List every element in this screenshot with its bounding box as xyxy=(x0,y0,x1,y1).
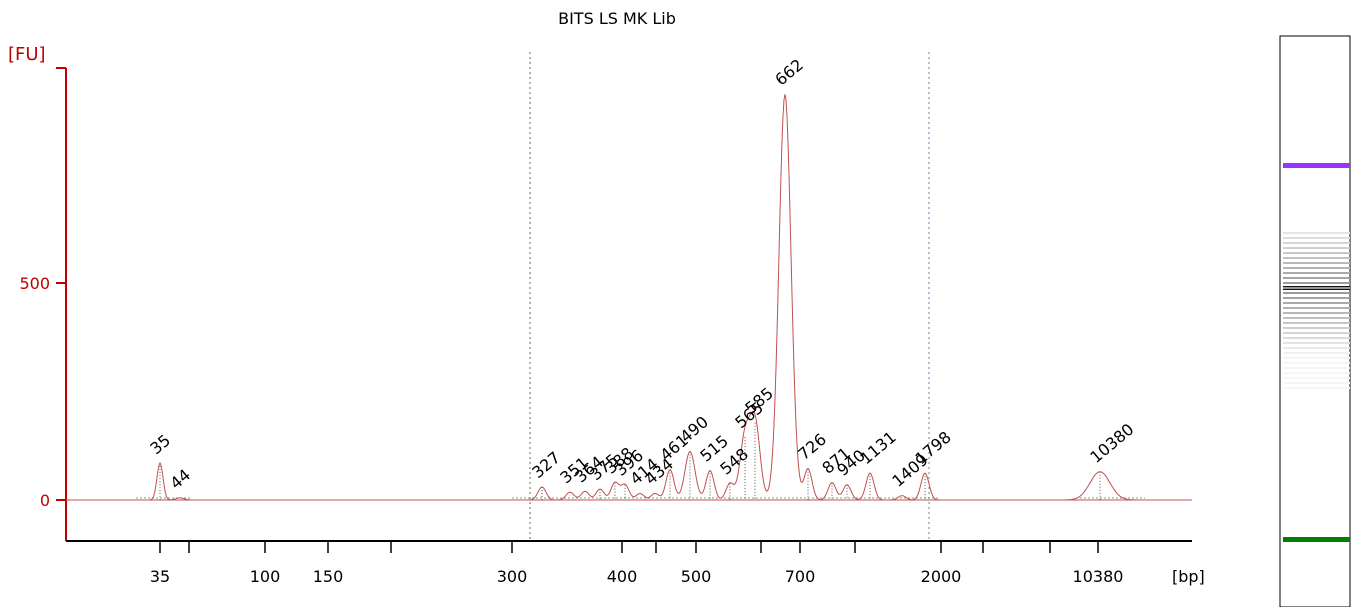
gel-smear-band xyxy=(1283,237,1350,239)
gel-smear-band xyxy=(1283,332,1350,334)
gel-smear-band xyxy=(1283,372,1350,374)
y-axis-label: [FU] xyxy=(8,44,46,65)
gel-smear-band xyxy=(1283,267,1350,269)
gel-smear-band xyxy=(1283,292,1350,294)
gel-smear-band xyxy=(1283,262,1350,264)
peak-label: 1131 xyxy=(856,427,899,468)
gel-lane xyxy=(1279,35,1351,607)
y-tick-label: 500 xyxy=(19,274,50,293)
x-tick-label: 150 xyxy=(313,567,344,586)
gel-smear-band xyxy=(1283,362,1350,364)
y-tick-label: 0 xyxy=(40,491,50,510)
peak-label: 662 xyxy=(771,55,807,89)
gel-smear-band xyxy=(1283,312,1350,314)
gel-smear-band xyxy=(1283,247,1350,249)
gel-smear-band xyxy=(1283,387,1350,389)
gel-smear-band xyxy=(1283,357,1350,359)
gel-smear-band xyxy=(1283,272,1350,274)
gel-smear-band xyxy=(1283,322,1350,324)
gel-smear-band xyxy=(1283,352,1350,354)
x-axis-label: [bp] xyxy=(1172,567,1205,586)
peak-label: 10380 xyxy=(1086,420,1137,467)
chart-title: BITS LS MK Lib xyxy=(558,9,676,28)
gel-smear-band xyxy=(1283,257,1350,259)
gel-smear-band xyxy=(1283,337,1350,339)
x-tick-label: 10380 xyxy=(1073,567,1124,586)
gel-smear-band xyxy=(1283,252,1350,254)
x-tick-label: 35 xyxy=(150,567,170,586)
gel-smear-band xyxy=(1283,287,1350,289)
gel-smear-band xyxy=(1283,342,1350,344)
gel-lane-frame xyxy=(1279,35,1351,607)
x-tick-label: 400 xyxy=(607,567,638,586)
x-tick-label: 100 xyxy=(250,567,281,586)
gel-smear-band xyxy=(1283,282,1350,284)
gel-smear-band xyxy=(1283,317,1350,319)
peak-label: 1798 xyxy=(911,427,954,468)
peak-label: 44 xyxy=(166,465,194,493)
gel-smear-band xyxy=(1283,377,1350,379)
gel-upper-marker-band xyxy=(1283,163,1350,168)
gel-smear-band xyxy=(1283,382,1350,384)
gel-smear-band xyxy=(1283,277,1350,279)
x-tick-label: 2000 xyxy=(921,567,962,586)
trace-line xyxy=(66,94,1192,501)
gel-smear-band xyxy=(1283,347,1350,349)
x-tick-label: 300 xyxy=(497,567,528,586)
gel-smear-band xyxy=(1283,232,1350,234)
gel-smear-band xyxy=(1283,367,1350,369)
x-tick-label: 700 xyxy=(785,567,816,586)
peak-label: 35 xyxy=(146,431,174,459)
gel-smear-band xyxy=(1283,327,1350,329)
gel-smear-band xyxy=(1283,242,1350,244)
gel-lower-marker-band xyxy=(1283,537,1350,542)
gel-smear-band xyxy=(1283,302,1350,304)
gel-smear-band xyxy=(1283,297,1350,299)
gel-smear-band xyxy=(1283,307,1350,309)
x-tick-label: 500 xyxy=(681,567,712,586)
